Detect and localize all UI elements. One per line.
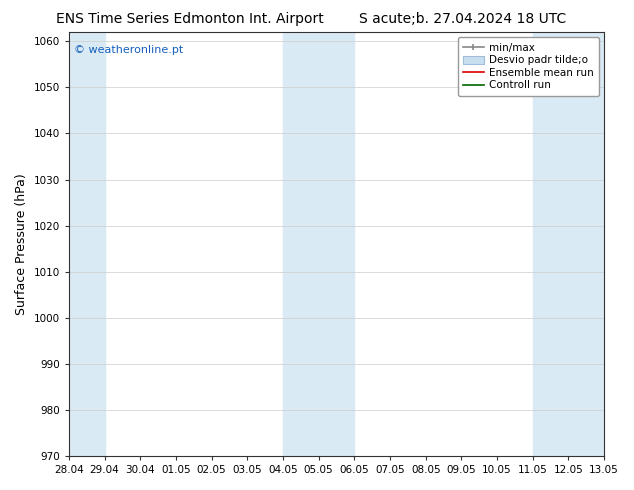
Bar [283,32,354,456]
Text: © weatheronline.pt: © weatheronline.pt [74,45,183,55]
Y-axis label: Surface Pressure (hPa): Surface Pressure (hPa) [15,173,28,315]
Bar [69,32,105,456]
Bar [533,32,604,456]
Text: S acute;b. 27.04.2024 18 UTC: S acute;b. 27.04.2024 18 UTC [359,12,566,26]
Legend: min/max, Desvio padr tilde;o, Ensemble mean run, Controll run: min/max, Desvio padr tilde;o, Ensemble m… [458,37,599,96]
Text: ENS Time Series Edmonton Int. Airport: ENS Time Series Edmonton Int. Airport [56,12,324,26]
